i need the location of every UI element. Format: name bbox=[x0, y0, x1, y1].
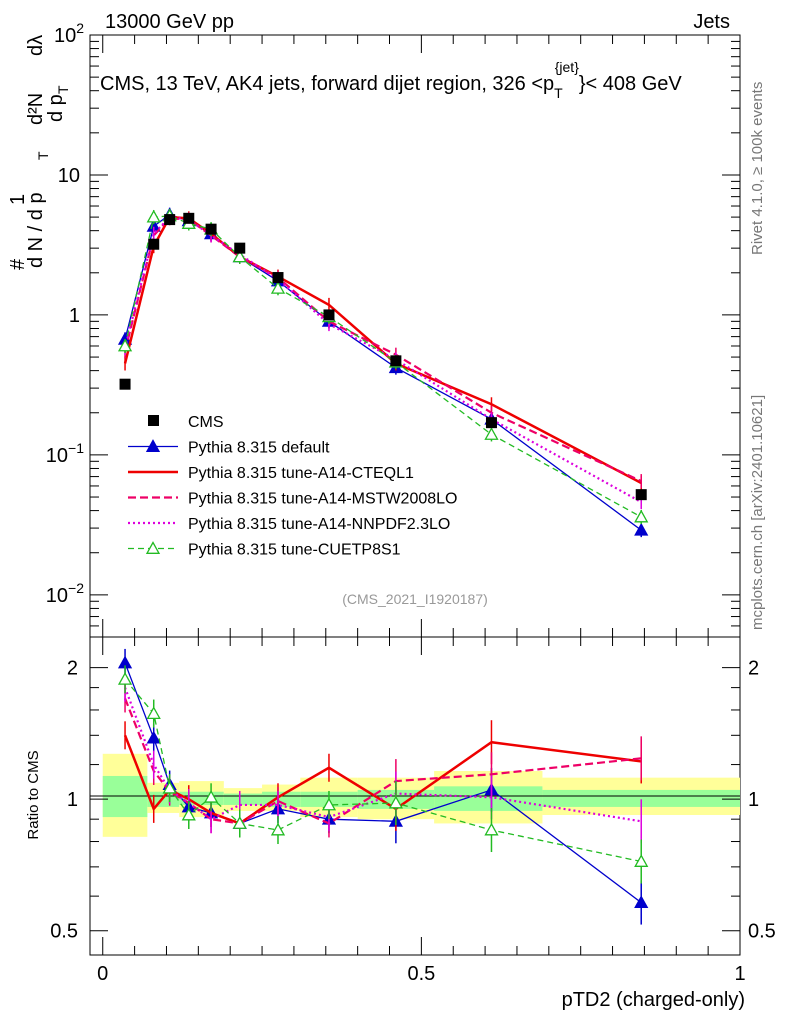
ratio-marker bbox=[321, 797, 337, 811]
ratio-y-axis-label: Ratio to CMS bbox=[25, 750, 42, 839]
ratio-y-tick-label-right: 1 bbox=[748, 789, 759, 811]
ratio-marker bbox=[484, 822, 499, 836]
x-tick-label: 0.5 bbox=[407, 963, 435, 985]
cms-data-point bbox=[485, 417, 497, 429]
main-series-line bbox=[124, 213, 642, 531]
rivet-note: Rivet 4.1.0, ≥ 100k events bbox=[749, 82, 766, 255]
plot-title: CMS, 13 TeV, AK4 jets, forward dijet reg… bbox=[100, 59, 682, 101]
ratio-y-tick-label: 2 bbox=[67, 658, 78, 680]
cms-data-point bbox=[205, 223, 217, 235]
cms-data-point bbox=[164, 214, 176, 226]
main-marker bbox=[484, 427, 499, 440]
cms-data-point bbox=[635, 489, 647, 501]
x-ticks: 0 0.5 1 bbox=[97, 35, 746, 985]
ratio-marker bbox=[634, 854, 649, 867]
legend-marker bbox=[145, 541, 161, 554]
ratio-marker bbox=[232, 816, 247, 829]
main-marker bbox=[634, 522, 649, 536]
main-marker bbox=[634, 509, 649, 523]
analysis-id: (CMS_2021_I1920187) bbox=[342, 591, 488, 607]
ratio-marker bbox=[146, 706, 161, 720]
legend-label: CMS bbox=[188, 414, 224, 431]
mcplots-note: mcplots.cern.ch [arXiv:2401.10621] bbox=[749, 395, 766, 630]
ratio-marker bbox=[270, 822, 286, 836]
energy-label: 13000 GeV pp bbox=[105, 11, 234, 33]
svg-text:d²N: d²N bbox=[25, 93, 47, 125]
main-y-tick-label: 10 bbox=[58, 165, 80, 187]
svg-text:dλ: dλ bbox=[25, 35, 47, 56]
legend-label: Pythia 8.315 tune-A14-MSTW2008LO bbox=[188, 491, 457, 508]
main-y-tick-label: 10−1 bbox=[46, 440, 84, 467]
legend-label: Pythia 8.315 tune-CUETP8S1 bbox=[188, 542, 401, 559]
ratio-stat-band bbox=[542, 789, 740, 807]
main-y-tick-label: 10−2 bbox=[46, 580, 84, 607]
svg-text:d p: d p bbox=[45, 94, 67, 122]
cms-data-point bbox=[272, 272, 284, 284]
legend-label: Pythia 8.315 tune-A14-CTEQL1 bbox=[188, 465, 414, 482]
cms-data-point bbox=[234, 242, 246, 254]
legend: CMS Pythia 8.315 default Pythia 8.315 tune… bbox=[128, 414, 457, 559]
ratio-y-tick-label-right: 2 bbox=[748, 658, 759, 680]
ratio-marker bbox=[117, 672, 133, 685]
main-marker bbox=[146, 209, 161, 223]
cms-data-point bbox=[323, 309, 335, 321]
legend-label: Pythia 8.315 tune-A14-NNPDF2.3LO bbox=[188, 516, 450, 533]
legend-marker bbox=[148, 415, 159, 426]
legend-marker bbox=[145, 439, 161, 452]
main-y-ticks: 10−2 10−1 1 10 102 bbox=[46, 20, 740, 638]
main-marker bbox=[270, 280, 286, 294]
x-tick-label: 1 bbox=[734, 963, 745, 985]
x-axis-label: pTD2 (charged-only) bbox=[562, 989, 745, 1011]
main-series-group bbox=[117, 207, 649, 538]
ratio-y-ticks: 0.5 0.5 1 1 2 2 bbox=[50, 658, 776, 943]
svg-text:d N / d p: d N / d p bbox=[25, 192, 47, 268]
legend-label: Pythia 8.315 default bbox=[188, 440, 330, 457]
svg-text:1: 1 bbox=[7, 194, 29, 205]
svg-text:T: T bbox=[35, 151, 51, 160]
main-marker bbox=[232, 249, 247, 263]
main-y-tick-label: 1 bbox=[69, 305, 80, 327]
ratio-y-tick-label: 1 bbox=[67, 789, 78, 811]
x-tick-label: 0 bbox=[97, 963, 108, 985]
ratio-series-line bbox=[124, 678, 642, 863]
ratio-stat-band bbox=[223, 793, 263, 805]
main-marker bbox=[117, 338, 133, 352]
cms-data-point bbox=[119, 378, 131, 390]
ratio-marker bbox=[162, 780, 177, 794]
cms-data-point bbox=[390, 355, 402, 367]
ratio-y-tick-label: 0.5 bbox=[50, 921, 78, 943]
main-y-axis-label: d N / d p 1 # T d²N dλ d p T bbox=[7, 35, 71, 270]
ratio-series-group bbox=[117, 648, 649, 925]
ratio-marker bbox=[181, 807, 196, 821]
ratio-marker bbox=[146, 730, 161, 744]
cms-data-point bbox=[148, 238, 160, 250]
svg-text:T: T bbox=[55, 85, 71, 94]
process-label: Jets bbox=[693, 11, 730, 33]
ratio-marker bbox=[634, 895, 649, 909]
ratio-marker bbox=[203, 789, 219, 803]
ratio-y-tick-label-right: 0.5 bbox=[748, 921, 776, 943]
svg-text:#: # bbox=[7, 258, 29, 270]
main-y-tick-label: 102 bbox=[54, 20, 84, 47]
ratio-stat-band bbox=[102, 775, 148, 818]
ratio-marker bbox=[388, 795, 403, 809]
cms-data-point bbox=[183, 212, 195, 224]
